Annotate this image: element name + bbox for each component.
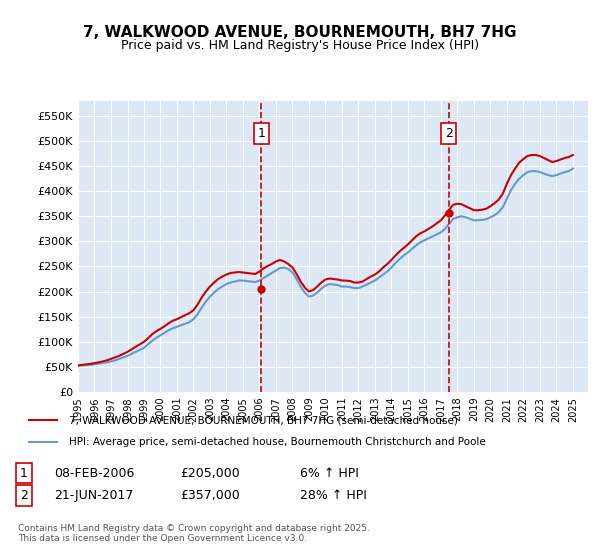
Text: 1: 1 (20, 466, 28, 480)
Text: Contains HM Land Registry data © Crown copyright and database right 2025.
This d: Contains HM Land Registry data © Crown c… (18, 524, 370, 543)
Text: 28% ↑ HPI: 28% ↑ HPI (300, 489, 367, 502)
Text: HPI: Average price, semi-detached house, Bournemouth Christchurch and Poole: HPI: Average price, semi-detached house,… (69, 437, 485, 447)
Text: 7, WALKWOOD AVENUE, BOURNEMOUTH, BH7 7HG (semi-detached house): 7, WALKWOOD AVENUE, BOURNEMOUTH, BH7 7HG… (69, 415, 458, 425)
Text: 2: 2 (445, 127, 452, 140)
Text: 7, WALKWOOD AVENUE, BOURNEMOUTH, BH7 7HG: 7, WALKWOOD AVENUE, BOURNEMOUTH, BH7 7HG (83, 25, 517, 40)
Text: £357,000: £357,000 (180, 489, 240, 502)
Text: 08-FEB-2006: 08-FEB-2006 (54, 466, 134, 480)
Text: £205,000: £205,000 (180, 466, 240, 480)
Text: 2: 2 (20, 489, 28, 502)
Text: 6% ↑ HPI: 6% ↑ HPI (300, 466, 359, 480)
Text: Price paid vs. HM Land Registry's House Price Index (HPI): Price paid vs. HM Land Registry's House … (121, 39, 479, 52)
Text: 21-JUN-2017: 21-JUN-2017 (54, 489, 133, 502)
Text: 1: 1 (257, 127, 265, 140)
